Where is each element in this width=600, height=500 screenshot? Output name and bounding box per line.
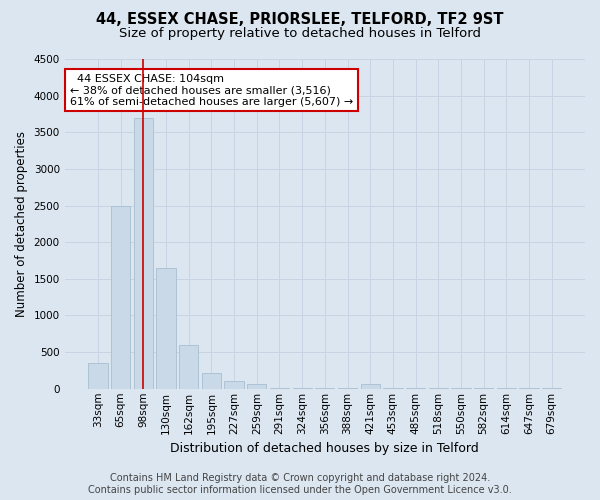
- Text: 44, ESSEX CHASE, PRIORSLEE, TELFORD, TF2 9ST: 44, ESSEX CHASE, PRIORSLEE, TELFORD, TF2…: [96, 12, 504, 28]
- Text: Contains HM Land Registry data © Crown copyright and database right 2024.
Contai: Contains HM Land Registry data © Crown c…: [88, 474, 512, 495]
- Bar: [111, 206, 130, 389]
- Bar: [224, 380, 244, 389]
- Bar: [361, 384, 380, 389]
- Bar: [88, 363, 107, 389]
- Y-axis label: Number of detached properties: Number of detached properties: [15, 131, 28, 317]
- Bar: [202, 372, 221, 389]
- Text: Size of property relative to detached houses in Telford: Size of property relative to detached ho…: [119, 28, 481, 40]
- Text: 44 ESSEX CHASE: 104sqm
← 38% of detached houses are smaller (3,516)
61% of semi-: 44 ESSEX CHASE: 104sqm ← 38% of detached…: [70, 74, 353, 107]
- X-axis label: Distribution of detached houses by size in Telford: Distribution of detached houses by size …: [170, 442, 479, 455]
- Bar: [134, 118, 153, 389]
- Bar: [247, 384, 266, 389]
- Bar: [157, 268, 176, 389]
- Bar: [179, 345, 199, 389]
